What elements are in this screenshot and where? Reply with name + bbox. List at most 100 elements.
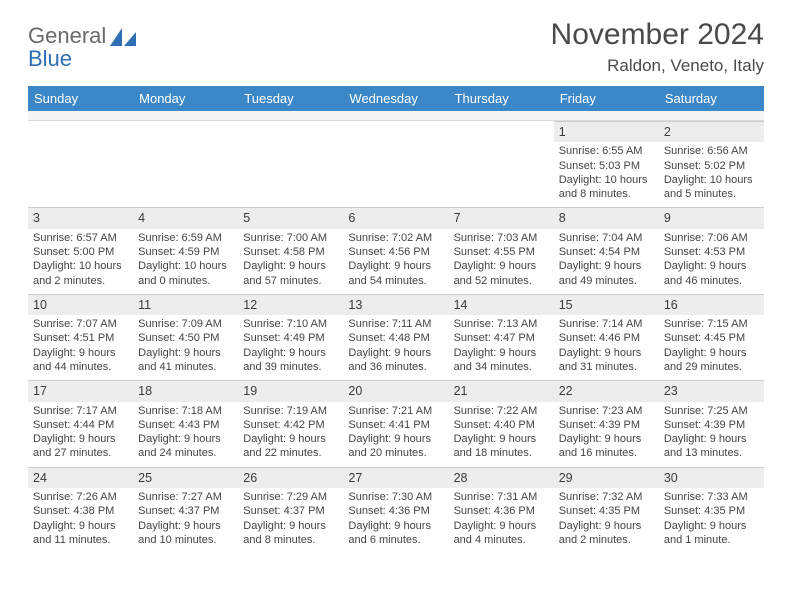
- info-sunset: Sunset: 5:00 PM: [33, 245, 128, 259]
- info-day2: and 6 minutes.: [348, 533, 443, 547]
- day-number: 20: [343, 380, 448, 401]
- info-sunrise: Sunrise: 7:25 AM: [664, 404, 759, 418]
- info-sunset: Sunset: 4:40 PM: [454, 418, 549, 432]
- day-number: 21: [449, 380, 554, 401]
- day-cell: 28Sunrise: 7:31 AMSunset: 4:36 PMDayligh…: [449, 467, 554, 553]
- info-day1: Daylight: 9 hours: [138, 519, 233, 533]
- info-sunrise: Sunrise: 7:26 AM: [33, 490, 128, 504]
- info-day1: Daylight: 9 hours: [559, 432, 654, 446]
- week-row: 1Sunrise: 6:55 AMSunset: 5:03 PMDaylight…: [28, 121, 764, 207]
- day-number: 22: [554, 380, 659, 401]
- info-sunset: Sunset: 4:53 PM: [664, 245, 759, 259]
- info-day2: and 1 minute.: [664, 533, 759, 547]
- day-number: 9: [659, 207, 764, 228]
- info-sunset: Sunset: 4:47 PM: [454, 331, 549, 345]
- info-day1: Daylight: 9 hours: [348, 259, 443, 273]
- info-day1: Daylight: 9 hours: [243, 519, 338, 533]
- info-sunrise: Sunrise: 7:07 AM: [33, 317, 128, 331]
- info-day1: Daylight: 9 hours: [243, 259, 338, 273]
- day-number: 19: [238, 380, 343, 401]
- day-info: Sunrise: 7:29 AMSunset: 4:37 PMDaylight:…: [238, 488, 343, 553]
- day-cell: [133, 121, 238, 207]
- info-day1: Daylight: 9 hours: [33, 519, 128, 533]
- day-cell: 27Sunrise: 7:30 AMSunset: 4:36 PMDayligh…: [343, 467, 448, 553]
- info-day1: Daylight: 9 hours: [559, 346, 654, 360]
- day-cell: 1Sunrise: 6:55 AMSunset: 5:03 PMDaylight…: [554, 121, 659, 207]
- info-day1: Daylight: 9 hours: [454, 519, 549, 533]
- day-info: Sunrise: 7:14 AMSunset: 4:46 PMDaylight:…: [554, 315, 659, 380]
- info-sunset: Sunset: 4:48 PM: [348, 331, 443, 345]
- info-day2: and 22 minutes.: [243, 446, 338, 460]
- day-cell: 2Sunrise: 6:56 AMSunset: 5:02 PMDaylight…: [659, 121, 764, 207]
- info-day2: and 49 minutes.: [559, 274, 654, 288]
- day-number: 4: [133, 207, 238, 228]
- info-sunrise: Sunrise: 7:09 AM: [138, 317, 233, 331]
- info-sunset: Sunset: 5:03 PM: [559, 159, 654, 173]
- day-info: Sunrise: 7:25 AMSunset: 4:39 PMDaylight:…: [659, 402, 764, 467]
- day-cell: [238, 121, 343, 207]
- weekday-friday: Friday: [554, 86, 659, 111]
- info-sunrise: Sunrise: 7:03 AM: [454, 231, 549, 245]
- day-cell: 9Sunrise: 7:06 AMSunset: 4:53 PMDaylight…: [659, 207, 764, 293]
- logo: General Blue: [28, 18, 138, 70]
- info-sunset: Sunset: 4:49 PM: [243, 331, 338, 345]
- info-day1: Daylight: 9 hours: [138, 346, 233, 360]
- day-info: Sunrise: 7:02 AMSunset: 4:56 PMDaylight:…: [343, 229, 448, 294]
- day-cell: 3Sunrise: 6:57 AMSunset: 5:00 PMDaylight…: [28, 207, 133, 293]
- info-sunset: Sunset: 4:35 PM: [664, 504, 759, 518]
- info-day1: Daylight: 10 hours: [559, 173, 654, 187]
- info-sunset: Sunset: 4:45 PM: [664, 331, 759, 345]
- day-info: Sunrise: 7:10 AMSunset: 4:49 PMDaylight:…: [238, 315, 343, 380]
- info-sunrise: Sunrise: 7:31 AM: [454, 490, 549, 504]
- title-block: November 2024 Raldon, Veneto, Italy: [551, 18, 764, 76]
- info-sunrise: Sunrise: 7:33 AM: [664, 490, 759, 504]
- day-cell: 22Sunrise: 7:23 AMSunset: 4:39 PMDayligh…: [554, 380, 659, 466]
- info-day1: Daylight: 10 hours: [138, 259, 233, 273]
- day-info: Sunrise: 7:23 AMSunset: 4:39 PMDaylight:…: [554, 402, 659, 467]
- day-info: Sunrise: 7:09 AMSunset: 4:50 PMDaylight:…: [133, 315, 238, 380]
- info-sunset: Sunset: 4:39 PM: [559, 418, 654, 432]
- day-cell: 17Sunrise: 7:17 AMSunset: 4:44 PMDayligh…: [28, 380, 133, 466]
- info-day2: and 8 minutes.: [243, 533, 338, 547]
- info-day2: and 8 minutes.: [559, 187, 654, 201]
- day-info: Sunrise: 6:59 AMSunset: 4:59 PMDaylight:…: [133, 229, 238, 294]
- info-sunset: Sunset: 4:35 PM: [559, 504, 654, 518]
- day-cell: 18Sunrise: 7:18 AMSunset: 4:43 PMDayligh…: [133, 380, 238, 466]
- info-sunset: Sunset: 4:55 PM: [454, 245, 549, 259]
- info-sunset: Sunset: 4:46 PM: [559, 331, 654, 345]
- info-day1: Daylight: 9 hours: [243, 346, 338, 360]
- info-sunrise: Sunrise: 7:10 AM: [243, 317, 338, 331]
- info-day2: and 5 minutes.: [664, 187, 759, 201]
- day-cell: 7Sunrise: 7:03 AMSunset: 4:55 PMDaylight…: [449, 207, 554, 293]
- day-number: 25: [133, 467, 238, 488]
- day-info: Sunrise: 7:33 AMSunset: 4:35 PMDaylight:…: [659, 488, 764, 553]
- info-sunrise: Sunrise: 6:56 AM: [664, 144, 759, 158]
- info-sunset: Sunset: 4:39 PM: [664, 418, 759, 432]
- day-number: 5: [238, 207, 343, 228]
- day-info: Sunrise: 7:27 AMSunset: 4:37 PMDaylight:…: [133, 488, 238, 553]
- info-sunset: Sunset: 4:37 PM: [243, 504, 338, 518]
- info-day2: and 0 minutes.: [138, 274, 233, 288]
- day-number: 23: [659, 380, 764, 401]
- weekday-thursday: Thursday: [449, 86, 554, 111]
- info-day2: and 27 minutes.: [33, 446, 128, 460]
- day-info: Sunrise: 7:21 AMSunset: 4:41 PMDaylight:…: [343, 402, 448, 467]
- info-day1: Daylight: 9 hours: [33, 346, 128, 360]
- info-day1: Daylight: 9 hours: [348, 432, 443, 446]
- day-info: Sunrise: 6:57 AMSunset: 5:00 PMDaylight:…: [28, 229, 133, 294]
- day-cell: 24Sunrise: 7:26 AMSunset: 4:38 PMDayligh…: [28, 467, 133, 553]
- info-day1: Daylight: 9 hours: [348, 519, 443, 533]
- calendar: Sunday Monday Tuesday Wednesday Thursday…: [28, 86, 764, 553]
- day-cell: 21Sunrise: 7:22 AMSunset: 4:40 PMDayligh…: [449, 380, 554, 466]
- info-day1: Daylight: 9 hours: [664, 432, 759, 446]
- day-cell: 26Sunrise: 7:29 AMSunset: 4:37 PMDayligh…: [238, 467, 343, 553]
- info-sunrise: Sunrise: 6:57 AM: [33, 231, 128, 245]
- day-number: 13: [343, 294, 448, 315]
- day-number: 17: [28, 380, 133, 401]
- info-sunset: Sunset: 4:37 PM: [138, 504, 233, 518]
- info-day1: Daylight: 9 hours: [348, 346, 443, 360]
- week-row: 3Sunrise: 6:57 AMSunset: 5:00 PMDaylight…: [28, 207, 764, 293]
- day-cell: 30Sunrise: 7:33 AMSunset: 4:35 PMDayligh…: [659, 467, 764, 553]
- info-sunrise: Sunrise: 7:11 AM: [348, 317, 443, 331]
- day-cell: 15Sunrise: 7:14 AMSunset: 4:46 PMDayligh…: [554, 294, 659, 380]
